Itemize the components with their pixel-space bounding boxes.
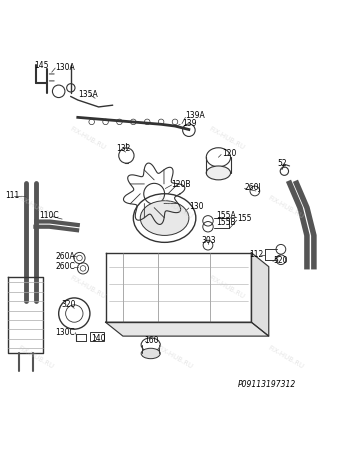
Text: 110C: 110C: [40, 211, 59, 220]
Text: 132: 132: [116, 144, 130, 153]
Text: 120: 120: [222, 149, 236, 158]
Text: 260A: 260A: [55, 252, 75, 261]
Polygon shape: [251, 253, 269, 336]
Text: 155B: 155B: [217, 218, 236, 227]
Text: FIX-HUB.RU: FIX-HUB.RU: [267, 195, 305, 220]
Text: 303: 303: [202, 236, 216, 245]
Text: 155: 155: [238, 214, 252, 223]
Text: 260J: 260J: [244, 183, 261, 192]
Text: FIX-HUB.RU: FIX-HUB.RU: [156, 195, 194, 220]
Text: FIX-HUB.RU: FIX-HUB.RU: [208, 275, 246, 300]
Text: 160: 160: [144, 336, 158, 345]
Text: 520: 520: [273, 256, 287, 265]
Text: 130A: 130A: [55, 63, 75, 72]
Text: 140: 140: [92, 334, 106, 343]
Text: FIX-HUB.RU: FIX-HUB.RU: [267, 344, 305, 369]
Text: 52: 52: [278, 159, 287, 168]
Bar: [90, 332, 104, 341]
Text: 320: 320: [61, 300, 76, 309]
Text: 260C: 260C: [55, 262, 75, 271]
Polygon shape: [106, 322, 269, 336]
Text: FIX-HUB.RU: FIX-HUB.RU: [17, 195, 55, 220]
Text: 135A: 135A: [78, 90, 98, 99]
Text: 145: 145: [34, 61, 49, 70]
Text: FIX-HUB.RU: FIX-HUB.RU: [208, 126, 246, 151]
Text: 139A: 139A: [186, 111, 205, 120]
Text: 111: 111: [5, 191, 19, 200]
Text: 112: 112: [250, 250, 264, 259]
Text: 155A: 155A: [217, 211, 236, 220]
Text: FIX-HUB.RU: FIX-HUB.RU: [69, 275, 107, 300]
Text: P09113197312: P09113197312: [238, 380, 296, 389]
Text: 139: 139: [182, 119, 196, 128]
Text: 120B: 120B: [172, 180, 191, 189]
Text: FIX-HUB.RU: FIX-HUB.RU: [156, 344, 194, 369]
Text: 130: 130: [189, 202, 203, 211]
Ellipse shape: [140, 201, 189, 235]
Text: FIX-HUB.RU: FIX-HUB.RU: [69, 126, 107, 151]
Text: 130C: 130C: [55, 328, 75, 337]
Text: FIX-HUB.RU: FIX-HUB.RU: [17, 344, 55, 369]
Ellipse shape: [141, 348, 160, 359]
Ellipse shape: [206, 166, 231, 180]
